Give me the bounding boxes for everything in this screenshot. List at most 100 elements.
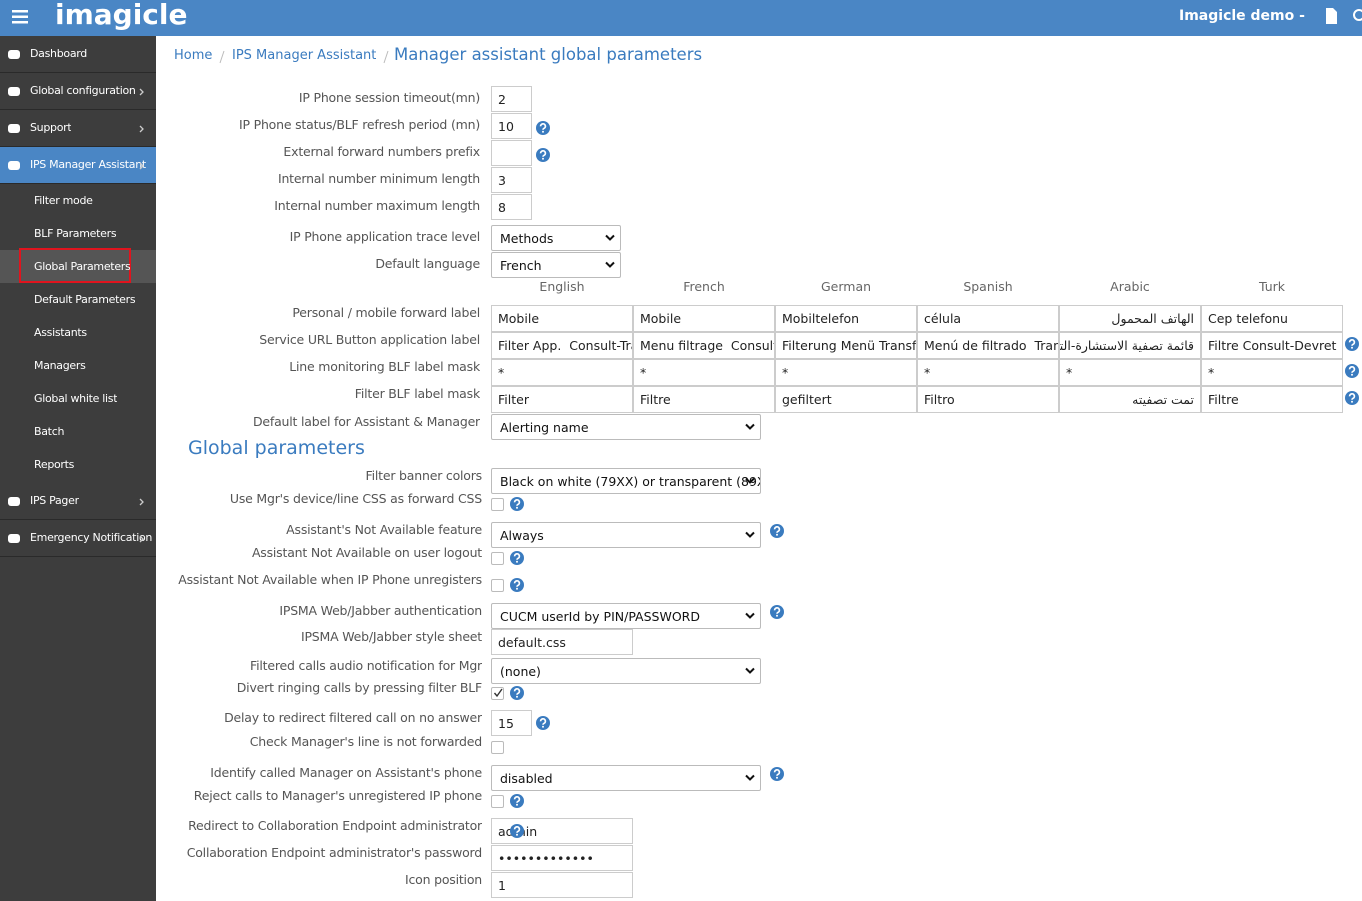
text-input[interactable]: Mobile	[633, 305, 775, 332]
text-input[interactable]: 15	[491, 710, 532, 736]
nav-subitem[interactable]: Global Parameters	[34, 260, 131, 273]
nav-subitem[interactable]: Assistants	[34, 326, 87, 339]
nav-item[interactable]: IPS Pager	[30, 494, 79, 507]
text-input[interactable]: gefiltert	[775, 386, 917, 413]
help-icon[interactable]	[510, 824, 524, 838]
select[interactable]: Alerting name	[491, 414, 761, 440]
text-input[interactable]: *	[491, 359, 633, 386]
select[interactable]: CUCM userId by PIN/PASSWORD	[491, 603, 761, 629]
select[interactable]: Methods	[491, 225, 621, 251]
help-icon[interactable]	[770, 605, 784, 619]
nav-item-bg[interactable]	[0, 520, 156, 557]
text-input[interactable]: admin	[491, 818, 633, 844]
text-input[interactable]: Filter App. Consult-Tra	[491, 332, 633, 359]
text-input[interactable]: •••••••••••••	[491, 845, 633, 871]
checkbox[interactable]	[491, 498, 504, 511]
select[interactable]: (none)	[491, 658, 761, 684]
nav-item-bg[interactable]	[0, 147, 156, 184]
nav-subitem[interactable]: BLF Parameters	[34, 227, 117, 240]
text-input[interactable]: Filtro	[917, 386, 1059, 413]
selection-highlight	[19, 248, 131, 283]
nav-item-bg[interactable]	[0, 110, 156, 147]
text-input[interactable]: *	[1059, 359, 1201, 386]
checkbox[interactable]	[491, 579, 504, 592]
help-icon[interactable]	[536, 148, 550, 162]
help-icon[interactable]	[510, 686, 524, 700]
select[interactable]: French	[491, 252, 621, 278]
text-input[interactable]: Menú de filtrado Trans	[917, 332, 1059, 359]
field-label: Identify called Manager on Assistant's p…	[210, 765, 482, 780]
help-icon[interactable]	[1345, 364, 1359, 378]
text-input[interactable]: 1	[491, 872, 633, 898]
nav-item[interactable]: Dashboard	[30, 47, 87, 60]
help-icon[interactable]	[770, 524, 784, 538]
help-icon[interactable]	[770, 767, 784, 781]
select[interactable]: Black on white (79XX) or transparent (89…	[491, 468, 761, 494]
text-input[interactable]: الهاتف المحمول	[1059, 305, 1201, 332]
checkbox[interactable]	[491, 552, 504, 565]
text-input[interactable]: Filtre	[633, 386, 775, 413]
account-menu[interactable]: Imagicle demo -	[1179, 8, 1305, 24]
nav-subitem[interactable]: Global white list	[34, 392, 118, 405]
text-input[interactable]: Filtre	[1201, 386, 1343, 413]
text-input[interactable]: 8	[491, 194, 532, 220]
help-icon[interactable]	[510, 551, 524, 565]
text-input[interactable]: Filtre Consult-Devret	[1201, 332, 1343, 359]
nav-subitem[interactable]: Batch	[34, 425, 65, 438]
column-header: Spanish	[963, 279, 1013, 294]
checkbox[interactable]	[491, 795, 504, 808]
text-input[interactable]	[491, 140, 532, 166]
text-input[interactable]: Mobile	[491, 305, 633, 332]
nav-subitem[interactable]: Default Parameters	[34, 293, 136, 306]
text-input[interactable]: Filter	[491, 386, 633, 413]
text-input[interactable]: 3	[491, 167, 532, 193]
text-input[interactable]: Menu filtrage Consult-	[633, 332, 775, 359]
nav-item[interactable]: Support	[30, 121, 72, 134]
help-icon[interactable]	[1345, 337, 1359, 351]
text-input[interactable]: célula	[917, 305, 1059, 332]
nav-item-bg[interactable]	[0, 483, 156, 520]
nav-arrow	[139, 88, 144, 96]
help-icon[interactable]	[536, 121, 550, 135]
field-label: Collaboration Endpoint administrator's p…	[186, 845, 482, 860]
dropdown-arrow	[605, 234, 615, 241]
text-input[interactable]: تمت تصفيته	[1059, 386, 1201, 413]
help-icon[interactable]	[1345, 391, 1359, 405]
nav-subitem[interactable]: Reports	[34, 458, 75, 471]
select[interactable]: disabled	[491, 765, 761, 791]
text-input[interactable]: Mobiltelefon	[775, 305, 917, 332]
checkbox[interactable]	[491, 741, 504, 754]
text-input[interactable]: Filterung Menü Transfe	[775, 332, 917, 359]
help-icon[interactable]	[510, 794, 524, 808]
nav-item[interactable]: Global configuration	[30, 84, 136, 97]
field-label: Delay to redirect filtered call on no an…	[224, 710, 482, 725]
text-input[interactable]: قائمة تصفية الاستشارة-التحويل	[1059, 332, 1201, 359]
nav-item[interactable]: Emergency Notification	[30, 531, 153, 544]
text-input[interactable]: *	[775, 359, 917, 386]
field-label: Assistant's Not Available feature	[286, 522, 482, 537]
text-input[interactable]: *	[917, 359, 1059, 386]
nav-item[interactable]: IPS Manager Assistant	[30, 158, 146, 171]
help-icon[interactable]	[536, 716, 550, 730]
nav-arrow	[139, 535, 144, 543]
select[interactable]: Always	[491, 522, 761, 548]
menu-button[interactable]	[12, 10, 28, 24]
text-input[interactable]: 2	[491, 86, 532, 112]
field-label: External forward numbers prefix	[283, 144, 480, 159]
breadcrumb-link[interactable]: Home	[174, 48, 213, 63]
help-icon[interactable]	[510, 578, 524, 592]
nav-subitem[interactable]: Managers	[34, 359, 86, 372]
field-label: Default language	[375, 256, 480, 271]
help-icon[interactable]	[510, 497, 524, 511]
text-input[interactable]: *	[633, 359, 775, 386]
breadcrumb-link[interactable]: IPS Manager Assistant	[232, 48, 377, 63]
text-input[interactable]: *	[1201, 359, 1343, 386]
column-header: Turk	[1258, 279, 1286, 294]
text-input[interactable]: 10	[491, 113, 532, 139]
nav-item-bg[interactable]	[0, 73, 156, 110]
text-input[interactable]: default.css	[491, 629, 633, 655]
text-input[interactable]: Cep telefonu	[1201, 305, 1343, 332]
column-header: German	[820, 279, 872, 294]
nav-item-bg[interactable]	[0, 36, 156, 73]
nav-subitem[interactable]: Filter mode	[34, 194, 93, 207]
